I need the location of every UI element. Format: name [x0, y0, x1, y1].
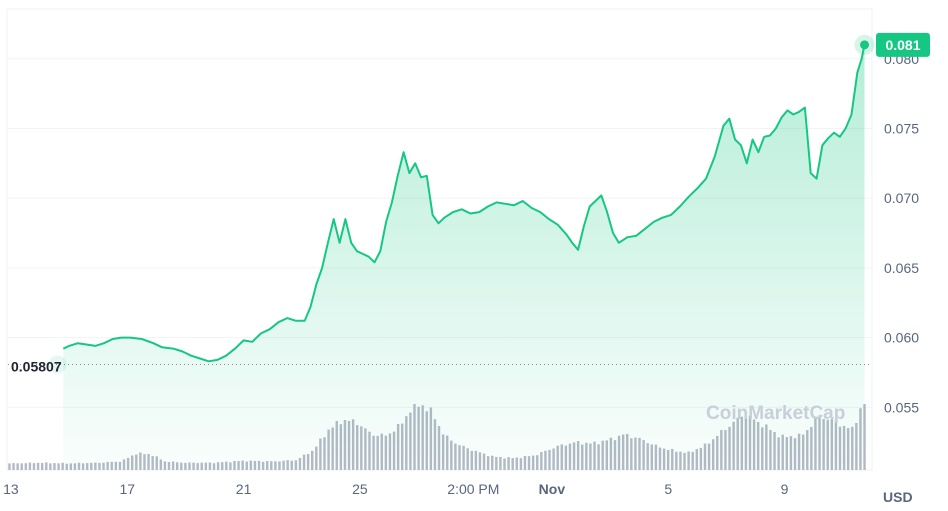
- volume-bar: [53, 463, 56, 470]
- y-tick-label: 0.070: [884, 190, 919, 206]
- volume-bar: [8, 463, 11, 470]
- x-tick-label: 9: [781, 481, 789, 497]
- volume-bar: [24, 463, 28, 470]
- x-tick-label: Nov: [539, 481, 566, 497]
- volume-bar: [16, 463, 19, 470]
- x-tick-label: 21: [236, 481, 252, 497]
- watermark-text: CoinMarketCap: [706, 403, 845, 424]
- x-axis: 13 17 21 25 2:00 PM Nov 5 9: [3, 481, 789, 497]
- x-tick-label: 2:00 PM: [447, 481, 499, 497]
- y-tick-label: 0.065: [884, 260, 919, 276]
- x-tick-label: 25: [352, 481, 368, 497]
- y-tick-label: 0.060: [884, 330, 919, 346]
- volume-bar: [863, 404, 866, 470]
- volume-bar: [12, 463, 15, 470]
- y-tick-label: 0.075: [884, 120, 919, 136]
- volume-bar: [36, 462, 40, 470]
- volume-bar: [20, 463, 23, 470]
- volume-bar: [32, 463, 36, 470]
- price-area: [63, 44, 865, 471]
- start-price-dot: [48, 355, 67, 374]
- volume-bar: [49, 463, 52, 470]
- volume-bar: [61, 462, 64, 470]
- price-line: [62, 44, 866, 363]
- current-price-dot: [860, 40, 870, 50]
- volume-bar: [28, 462, 32, 470]
- x-tick-label: 5: [664, 481, 672, 497]
- x-tick-label: 17: [119, 481, 135, 497]
- y-tick-label: 0.055: [884, 399, 919, 415]
- start-price-label: 0.05807: [11, 358, 62, 374]
- volume-bar: [57, 463, 60, 470]
- currency-label: USD: [883, 489, 913, 505]
- x-tick-label: 13: [3, 481, 19, 497]
- current-price-badge: [876, 32, 930, 57]
- current-price-label: 0.081: [885, 37, 920, 53]
- volume-bar: [45, 462, 48, 470]
- volume-bar: [40, 462, 44, 470]
